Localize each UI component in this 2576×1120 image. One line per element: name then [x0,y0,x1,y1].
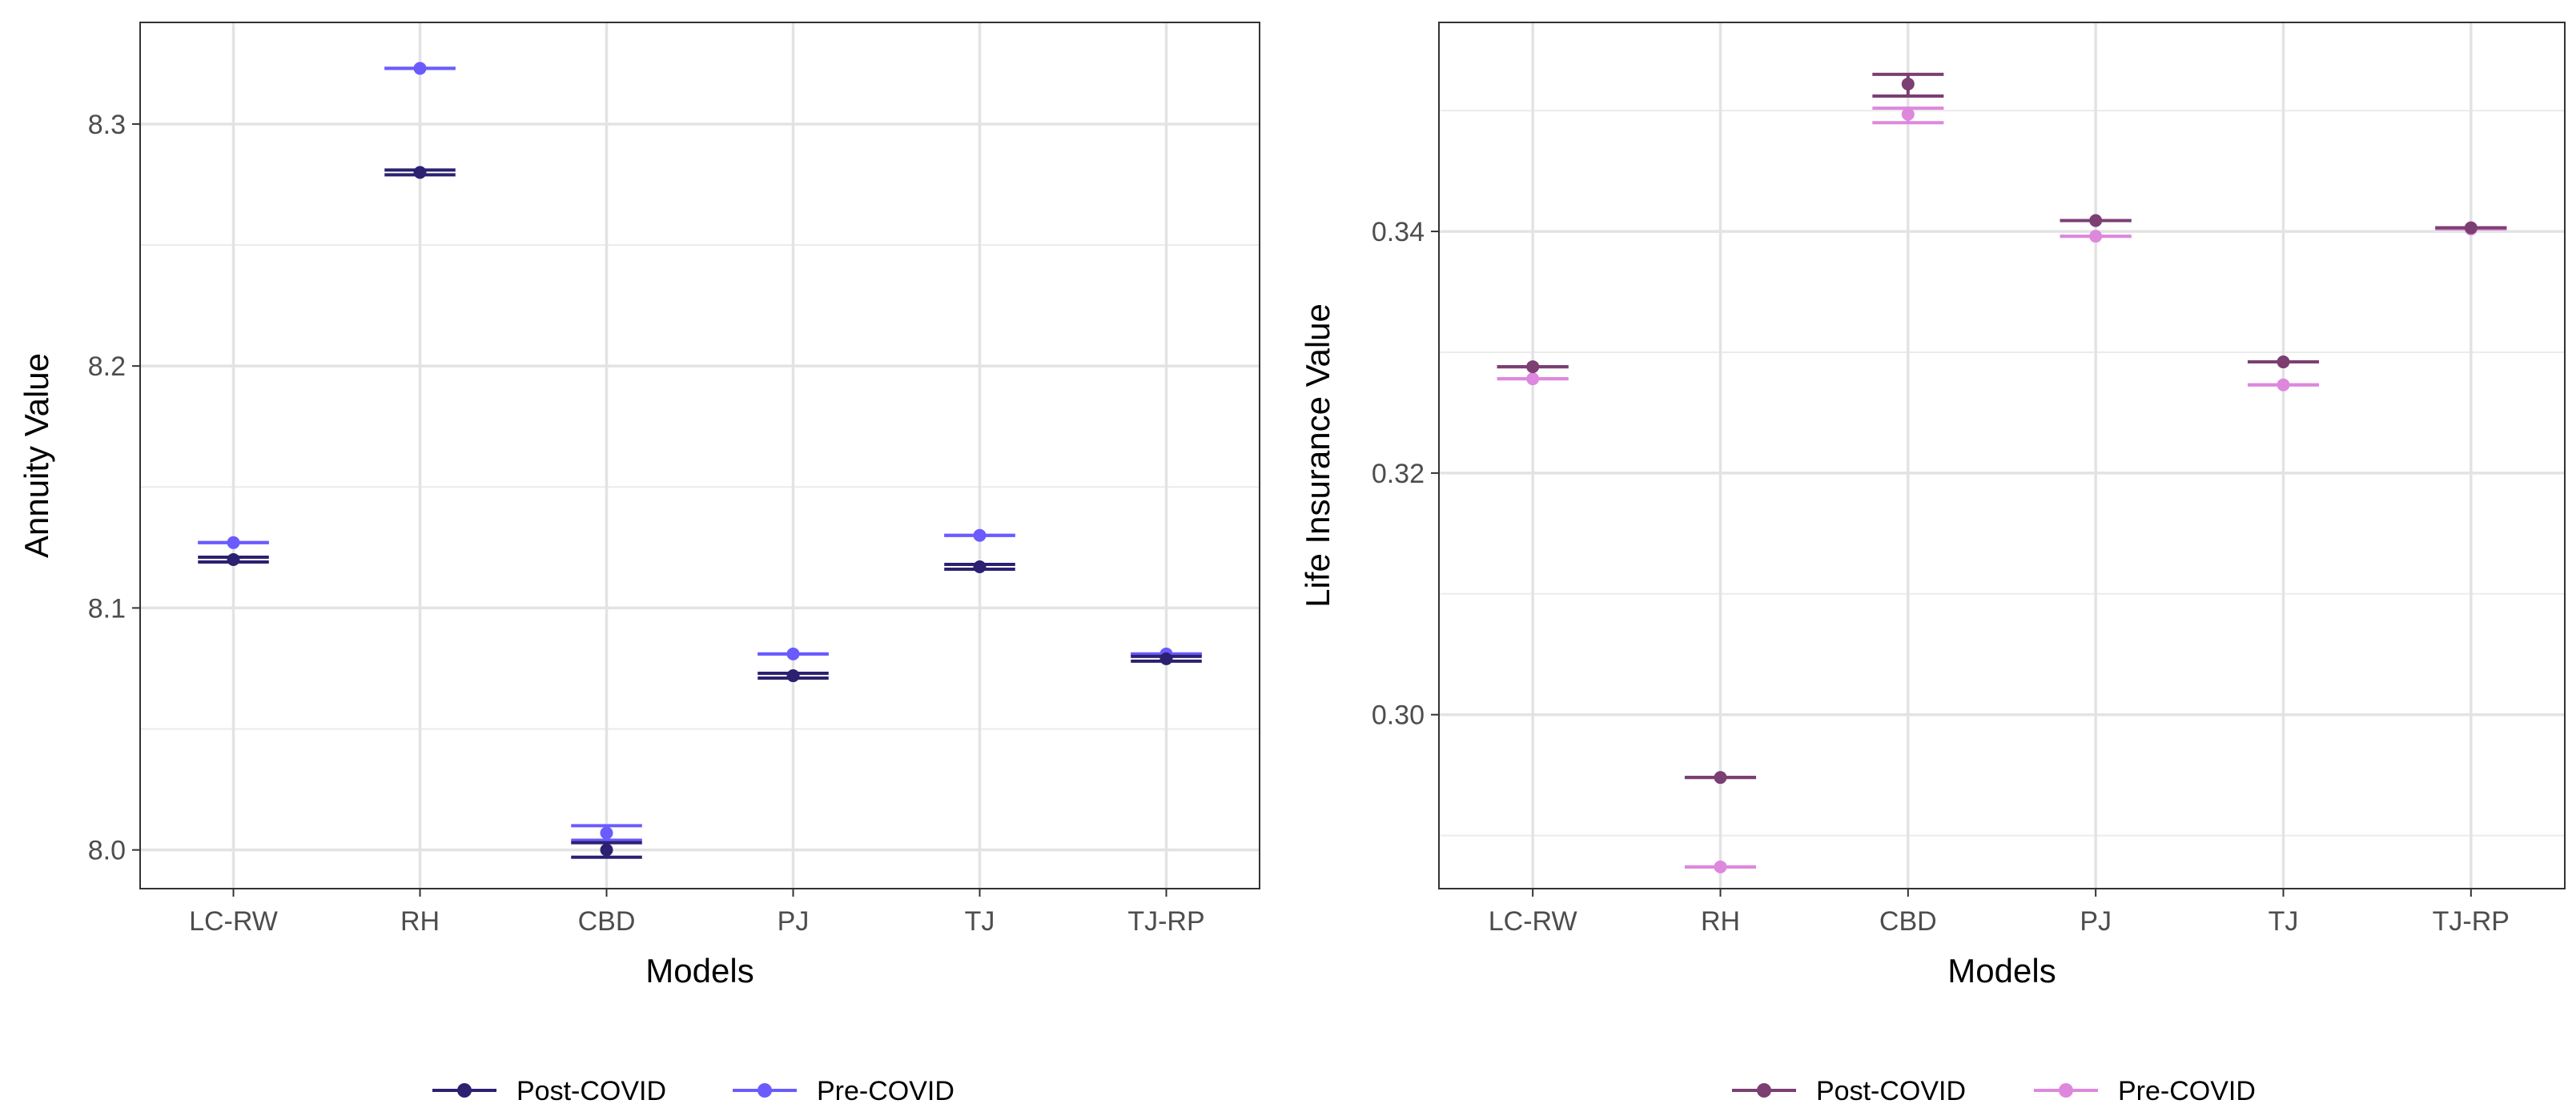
annuity-marks [198,62,1202,859]
life-point-post [1901,77,1915,90]
life-point-post [1526,360,1540,374]
annuity-point-pre [227,536,240,549]
life-y-tick-label: 0.34 [1372,217,1425,247]
annuity-legend-key-post-dot [457,1083,472,1098]
annuity-axes: 8.0 8.1 8.2 8.3 LC-RW RH CBD PJ TJ TJ-RP [88,110,1205,937]
annuity-point-pre [600,826,613,840]
life-point-post [2464,221,2478,235]
annuity-point-post [227,552,240,566]
life-x-tick-label: TJ-RP [2433,906,2510,937]
annuity-x-tick-label: LC-RW [189,906,278,937]
life-y-tick-label: 0.32 [1372,459,1425,489]
life-y-axis-title: Life Insurance Value [1299,303,1336,608]
life-y-tick-label: 0.30 [1372,701,1425,731]
life-plot-border [1438,22,2566,889]
life-marks [1497,72,2507,873]
life-axes: 0.30 0.32 0.34 LC-RW RH CBD PJ TJ TJ-RP [1372,217,2510,937]
life-point-post [1714,771,1727,785]
life-plot-background [1439,22,2565,889]
life-point-pre [1714,860,1727,873]
life-legend-key-post-dot [1757,1083,1771,1098]
annuity-point-post [413,166,427,179]
annuity-x-tick-label: PJ [778,906,810,937]
life-legend-label-pre: Pre-COVID [2118,1076,2256,1106]
annuity-point-post [786,669,800,683]
life-point-pre [1526,372,1540,386]
life-x-tick-label: LC-RW [1489,906,1577,937]
annuity-plot-background [140,22,1260,889]
annuity-chart: 8.0 8.1 8.2 8.3 LC-RW RH CBD PJ TJ TJ-RP Models A… [18,22,1260,1106]
life-legend-key-pre-dot [2059,1083,2073,1098]
life-legend: Post-COVID Pre-COVID [1732,1076,2256,1106]
annuity-x-axis-title: Models [645,952,754,990]
annuity-point-post [973,560,987,574]
annuity-x-tick-label: TJ [965,906,995,937]
life-x-tick-label: CBD [1879,906,1937,937]
life-point-pre [2277,378,2290,391]
life-x-tick-label: PJ [2080,906,2112,937]
annuity-y-tick-label: 8.2 [88,351,126,382]
annuity-legend-label-pre: Pre-COVID [817,1076,954,1106]
life-x-tick-label: TJ [2269,906,2299,937]
life-insurance-chart: 0.30 0.32 0.34 LC-RW RH CBD PJ TJ TJ-RP Models L… [1299,22,2566,1106]
annuity-plot-border [139,22,1260,889]
life-x-axis-title: Models [1947,952,2056,990]
annuity-x-tick-label: CBD [578,906,636,937]
life-gridlines [1439,22,2565,889]
annuity-point-pre [413,62,427,75]
annuity-x-tick-label: TJ-RP [1127,906,1204,937]
annuity-y-axis-title: Annuity Value [18,353,55,558]
annuity-x-tick-label: RH [400,906,440,937]
annuity-point-post [600,843,613,857]
annuity-point-pre [973,528,987,542]
life-point-pre [2089,230,2103,243]
annuity-point-pre [786,647,800,660]
life-point-pre [1901,107,1915,121]
life-point-post [2089,214,2103,227]
life-x-tick-label: RH [1701,906,1740,937]
annuity-y-tick-label: 8.1 [88,593,126,624]
annuity-legend-key-pre-dot [758,1083,772,1098]
annuity-legend: Post-COVID Pre-COVID [432,1076,954,1106]
annuity-gridlines [140,22,1260,889]
life-legend-label-post: Post-COVID [1816,1076,1966,1106]
life-point-post [2277,355,2290,369]
annuity-point-post [1159,652,1173,665]
annuity-legend-label-post: Post-COVID [516,1076,666,1106]
annuity-y-tick-label: 8.0 [88,836,126,866]
annuity-y-tick-label: 8.3 [88,110,126,140]
